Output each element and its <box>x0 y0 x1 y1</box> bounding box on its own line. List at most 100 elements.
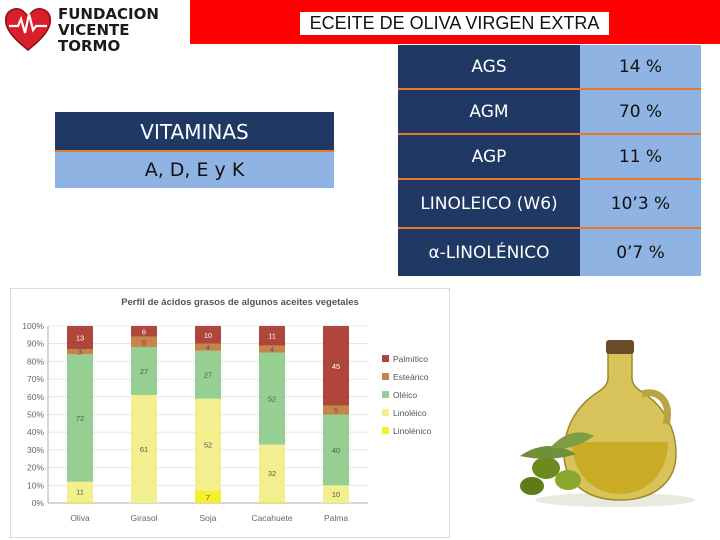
bar-segment <box>195 343 221 351</box>
data-label: 52 <box>268 395 276 404</box>
data-label: 52 <box>204 441 212 450</box>
table-row: AGS 14 % <box>398 45 701 89</box>
legend-swatch <box>382 409 389 416</box>
table-row: AGM 70 % <box>398 88 701 134</box>
legend-entry: Esteárico <box>393 372 429 382</box>
fatty-acid-value: 10’3 % <box>580 178 701 228</box>
bar-segment <box>131 326 157 337</box>
oil-shape <box>572 442 668 494</box>
y-tick-label: 50% <box>27 410 44 420</box>
legend-entry: Linolénico <box>393 426 432 436</box>
data-label: 6 <box>142 338 146 347</box>
legend-swatch <box>382 355 389 362</box>
x-tick-label: Cacahuete <box>251 513 292 523</box>
x-tick-label: Oliva <box>70 513 90 523</box>
data-label: 61 <box>140 445 148 454</box>
bar-segment <box>323 414 349 486</box>
leaf-shape <box>550 432 594 449</box>
bar-segment <box>195 490 221 503</box>
fundacion-logo: FUNDACION VICENTE TORMO <box>0 0 192 56</box>
olive-shape <box>532 457 560 479</box>
y-tick-label: 40% <box>27 427 44 437</box>
legend-swatch <box>382 373 389 380</box>
data-label: 72 <box>76 414 84 423</box>
x-tick-label: Girasol <box>131 513 158 523</box>
x-tick-label: Soja <box>199 513 216 523</box>
data-label: 4 <box>270 345 274 354</box>
bar-segment <box>323 326 349 406</box>
y-tick-label: 100% <box>22 321 44 331</box>
data-label: 11 <box>76 487 84 496</box>
data-label: 5 <box>334 406 338 415</box>
y-tick-label: 0% <box>32 498 45 508</box>
data-label: 4 <box>206 343 210 352</box>
chart-legend: Palmítico Esteárico Oléico Linoléico Linolén… <box>382 354 432 436</box>
title-banner: ECEITE DE OLIVA VIRGEN EXTRA <box>190 0 720 44</box>
bar-segment <box>67 326 93 350</box>
y-tick-label: 80% <box>27 356 44 366</box>
x-axis: Oliva Girasol Soja Cacahuete Palma <box>70 513 348 523</box>
bar-segment <box>67 481 93 502</box>
bar-segment <box>259 501 285 503</box>
data-label: 10 <box>332 490 340 499</box>
y-tick-label: 30% <box>27 445 44 455</box>
logo-line2: VICENTE TORMO <box>58 21 130 55</box>
vitamins-heading: VITAMINAS <box>55 112 334 152</box>
olive-shape <box>520 477 544 495</box>
fatty-acid-label: AGM <box>398 88 580 134</box>
x-tick-label: Palma <box>324 513 348 523</box>
leaf-shape <box>520 446 576 459</box>
table-row: α-LINOLÉNICO 0’7 % <box>398 227 701 276</box>
legend-entry: Oléico <box>393 390 417 400</box>
vitamins-box: VITAMINAS A, D, E y K <box>55 112 334 188</box>
fatty-acid-value: 0’7 % <box>580 227 701 276</box>
bar-segment <box>259 352 285 445</box>
bar-segment <box>67 354 93 482</box>
table-row: LINOLEICO (W6) 10’3 % <box>398 178 701 228</box>
logo-line1: FUNDACION <box>58 5 159 23</box>
bar-segment <box>131 395 157 503</box>
data-label: 7 <box>206 493 210 502</box>
bar-segment <box>67 501 93 503</box>
chart-title: Perfil de ácidos grasos de algunos aceit… <box>121 297 359 308</box>
bar-segment <box>131 336 157 348</box>
bar-segment <box>195 350 221 399</box>
legend-swatch <box>382 391 389 398</box>
bar-segment <box>323 485 349 503</box>
fatty-acid-label: AGS <box>398 45 580 89</box>
y-axis: 0% 10% 20% 30% 40% 50% 60% 70% 80% 90% 100% <box>22 321 368 508</box>
fatty-acid-profile-chart: Perfil de ácidos grasos de algunos aceit… <box>10 288 450 538</box>
legend-entry: Linoléico <box>393 408 427 418</box>
data-label: 11 <box>268 332 276 341</box>
y-tick-label: 60% <box>27 392 44 402</box>
fatty-acid-label: α-LINOLÉNICO <box>398 227 580 276</box>
y-tick-label: 10% <box>27 480 44 490</box>
table-row: AGP 11 % <box>398 133 701 179</box>
data-label: 13 <box>76 334 84 343</box>
bar-segment <box>259 444 285 502</box>
y-tick-label: 70% <box>27 374 44 384</box>
vitamins-list: A, D, E y K <box>55 152 334 188</box>
page-title: ECEITE DE OLIVA VIRGEN EXTRA <box>300 12 609 35</box>
logo-text: FUNDACION VICENTE TORMO <box>58 6 192 54</box>
heart-logo-icon <box>4 8 52 51</box>
olive-shape <box>555 470 581 490</box>
data-label: 40 <box>332 446 340 455</box>
data-label: 27 <box>140 367 148 376</box>
legend-entry: Palmítico <box>393 354 428 364</box>
data-label: 27 <box>204 371 212 380</box>
chart-bars: 111723130612766752274101325241101040545 <box>67 326 349 503</box>
olive-oil-bottle-illustration <box>520 340 695 507</box>
bar-segment <box>259 326 285 346</box>
bar-segment <box>259 345 285 353</box>
data-label: 3 <box>78 348 82 357</box>
fatty-acid-label: AGP <box>398 133 580 179</box>
y-tick-label: 20% <box>27 463 44 473</box>
fatty-acid-value: 14 % <box>580 45 701 89</box>
cork-shape <box>606 340 634 354</box>
bar-segment <box>67 349 93 355</box>
data-label: 45 <box>332 362 340 371</box>
bar-segment <box>195 398 221 491</box>
y-tick-label: 90% <box>27 339 44 349</box>
data-label: 6 <box>142 327 146 336</box>
